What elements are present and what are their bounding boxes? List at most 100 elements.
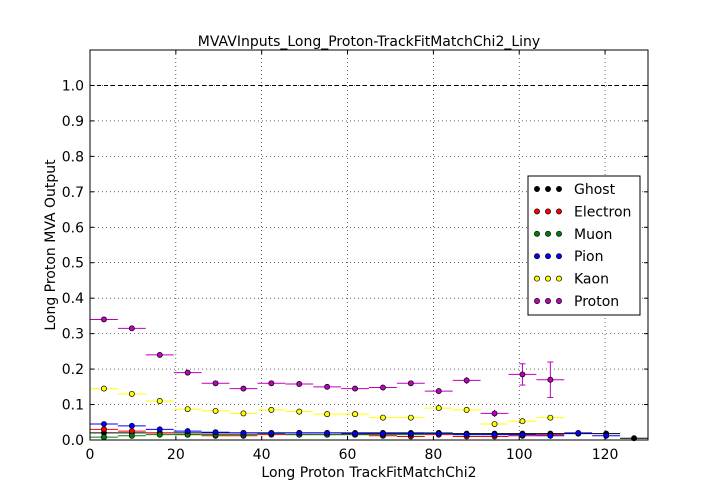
data-point (352, 385, 358, 392)
data-point (380, 414, 386, 421)
legend-marker (556, 186, 562, 192)
y-tick-label: 0.1 (62, 398, 84, 414)
x-tick-label: 0 (86, 447, 95, 463)
data-point (240, 429, 247, 436)
data-point (128, 432, 135, 439)
x-tick-label: 120 (592, 447, 619, 463)
legend-marker (556, 253, 562, 260)
legend-marker (556, 230, 562, 237)
data-point (100, 385, 107, 392)
data-point (100, 434, 107, 441)
data-marks (90, 316, 648, 442)
data-point (212, 380, 219, 387)
y-tick-label: 1.0 (62, 78, 84, 94)
data-point (100, 426, 107, 433)
data-point (212, 407, 219, 414)
legend-marker (556, 208, 562, 215)
data-point (184, 369, 191, 376)
legend-label: Pion (574, 249, 603, 265)
data-point (380, 430, 386, 437)
data-point (380, 384, 386, 391)
data-point (407, 430, 414, 437)
data-point (100, 316, 107, 323)
data-point (603, 432, 610, 439)
legend-marker (545, 230, 551, 237)
legend-marker (545, 208, 551, 215)
y-tick-label: 0.0 (62, 433, 84, 449)
legend-entry-pion: Pion (534, 249, 603, 265)
series-kaon (90, 385, 565, 427)
legend-label: Kaon (574, 272, 609, 288)
legend-label: Electron (574, 204, 631, 220)
legend-entry-proton: Proton (534, 294, 619, 310)
legend-entry-electron: Electron (534, 204, 631, 220)
data-point (435, 405, 442, 412)
data-point (352, 430, 358, 437)
data-point (547, 376, 554, 383)
data-point (212, 429, 219, 436)
y-tick-label: 0.8 (62, 149, 84, 165)
data-point (240, 410, 247, 417)
data-point (156, 398, 163, 404)
data-point (128, 325, 135, 332)
data-point (324, 383, 331, 390)
data-point (407, 414, 414, 421)
data-point (128, 390, 135, 397)
legend: Ghost Electron Muon Pion Kaon Proton (527, 175, 641, 316)
data-point (463, 431, 470, 438)
data-point (324, 411, 331, 418)
legend-marker (556, 298, 562, 304)
data-point (491, 431, 498, 438)
data-point (296, 381, 303, 387)
x-tick-label: 40 (253, 447, 271, 463)
data-point (519, 431, 526, 438)
data-point (324, 429, 331, 436)
legend-marker (534, 230, 540, 237)
legend-label: Muon (574, 227, 612, 243)
data-point (491, 410, 498, 417)
data-point (128, 422, 135, 429)
legend-marker (545, 275, 551, 282)
x-tick-label: 80 (424, 447, 442, 463)
legend-marker (534, 208, 540, 215)
x-axis-title: Long Proton TrackFitMatchChi2 (261, 465, 476, 481)
data-point (352, 411, 358, 418)
data-point (463, 377, 470, 384)
data-point (296, 408, 303, 415)
data-point (463, 406, 470, 413)
y-axis-title: Long Proton MVA Output (43, 159, 59, 331)
data-point (435, 388, 442, 395)
y-tick-label: 0.2 (62, 362, 84, 378)
data-point (156, 431, 163, 438)
legend-marker (534, 275, 540, 282)
legend-label: Ghost (574, 182, 616, 198)
legend-marker (534, 186, 540, 192)
data-point (519, 371, 526, 378)
legend-marker (556, 275, 562, 282)
y-tick-label: 0.4 (62, 291, 84, 307)
axis-ticks: 0 20 40 60 80 100 120 0.0 0.1 0.2 0.3 0.4 0.5 0.6 0.7 0… (62, 50, 648, 463)
data-point (547, 414, 554, 421)
legend-marker (534, 298, 540, 304)
series-proton (90, 316, 565, 417)
legend-label: Proton (574, 294, 619, 310)
y-tick-label: 0.3 (62, 327, 84, 343)
legend-marker (545, 186, 551, 192)
legend-entry-muon: Muon (534, 227, 612, 243)
legend-marker (545, 253, 551, 260)
plot-frame (89, 49, 649, 441)
x-tick-label: 60 (339, 447, 357, 463)
data-point (240, 385, 247, 392)
data-point (100, 421, 107, 427)
chart-title: MVAVInputs_Long_Proton-TrackFitMatchChi2… (198, 34, 540, 50)
data-point (156, 351, 163, 358)
data-point (184, 428, 191, 435)
data-point (575, 429, 582, 436)
data-point (435, 430, 442, 437)
y-tick-label: 0.9 (62, 114, 84, 130)
legend-entry-kaon: Kaon (534, 272, 609, 288)
y-tick-label: 0.6 (62, 220, 84, 236)
data-point (184, 406, 191, 413)
legend-box (527, 175, 641, 316)
